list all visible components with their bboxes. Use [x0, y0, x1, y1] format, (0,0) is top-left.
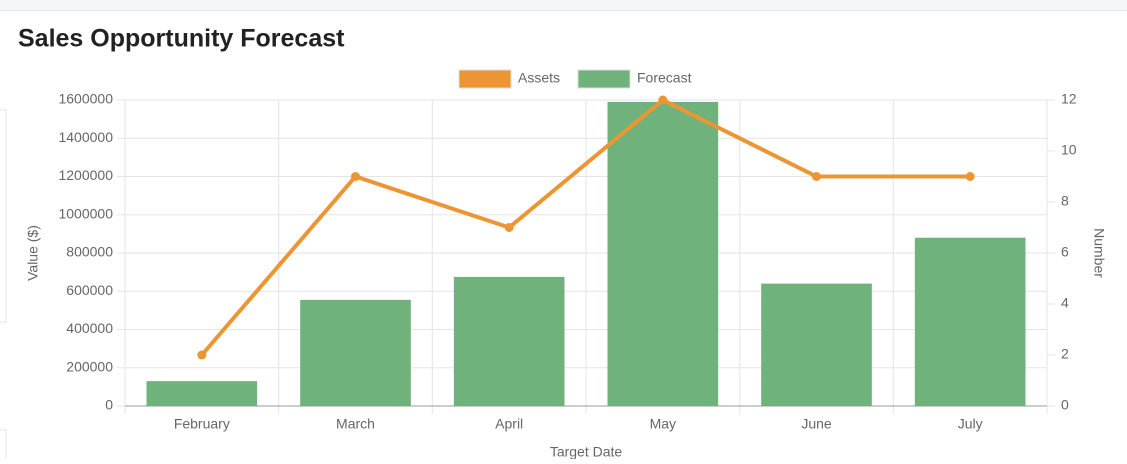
point: [658, 95, 668, 105]
y2-tick-label: 10: [1061, 142, 1077, 158]
side-card: [0, 109, 7, 459]
top-bar: [0, 0, 1127, 10]
x-axis-label: Target Date: [550, 444, 623, 459]
x-tick-label: March: [336, 416, 375, 432]
y-tick-label: 400000: [66, 320, 113, 336]
y-tick-label: 1200000: [58, 167, 113, 183]
legend-label: Forecast: [637, 70, 692, 86]
point: [812, 172, 821, 181]
x-tick-label: February: [174, 416, 230, 432]
y2-tick-label: 4: [1061, 295, 1069, 311]
x-tick-label: June: [801, 416, 832, 432]
legend-swatch: [458, 69, 512, 89]
x-tick-label: July: [958, 416, 983, 432]
bar: [453, 276, 565, 406]
y-tick-label: 800000: [66, 244, 113, 260]
y2-tick-label: 0: [1061, 397, 1069, 413]
y2-axis-label: Number: [1091, 228, 1107, 278]
legend-swatch: [577, 69, 631, 89]
y-tick-label: 0: [105, 397, 113, 413]
y2-tick-label: 2: [1061, 346, 1069, 362]
bar: [607, 101, 719, 406]
bar: [761, 283, 872, 406]
point: [965, 172, 975, 181]
legend-label: Assets: [518, 70, 560, 86]
point: [351, 172, 360, 181]
bar: [914, 237, 1026, 406]
bar: [300, 299, 411, 406]
y-tick-label: 1000000: [58, 205, 113, 221]
line: [200, 97, 971, 357]
y-tick-label: 1400000: [58, 129, 113, 145]
x-tick-label: April: [495, 416, 523, 432]
y-tick-label: 1600000: [58, 91, 113, 107]
point: [197, 350, 207, 360]
y2-tick-label: 12: [1061, 91, 1077, 107]
bar: [146, 381, 258, 406]
y2-tick-label: 6: [1061, 244, 1069, 260]
y-axis-label: Value ($): [25, 225, 41, 281]
y-tick-label: 600000: [66, 282, 113, 298]
y-tick-label: 200000: [66, 358, 113, 374]
y2-tick-label: 8: [1061, 193, 1069, 209]
point: [504, 223, 514, 232]
x-tick-label: May: [650, 416, 676, 432]
chart-title: Sales Opportunity Forecast: [18, 25, 345, 53]
